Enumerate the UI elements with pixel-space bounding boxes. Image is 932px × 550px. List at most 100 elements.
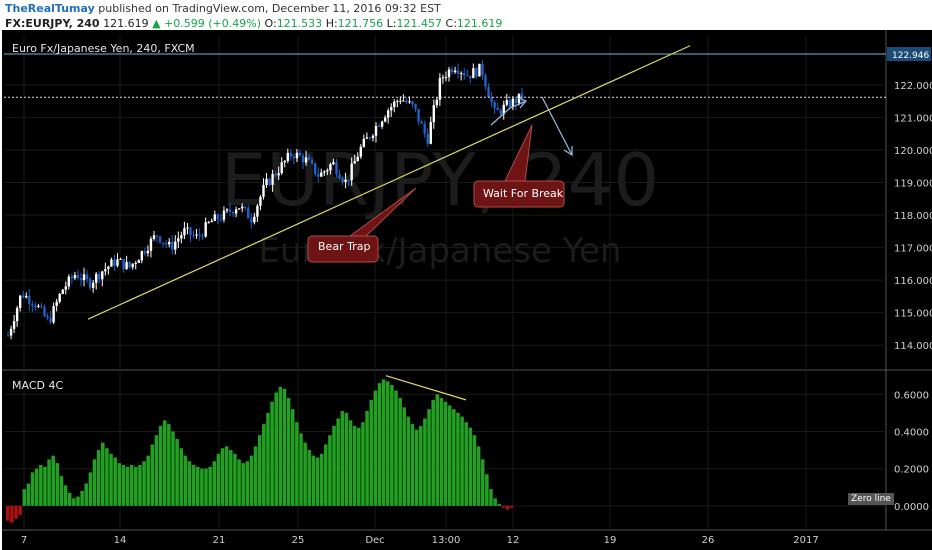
macd-bar <box>340 411 345 506</box>
macd-bar <box>47 459 51 506</box>
candle-body <box>304 157 308 163</box>
candle-body <box>113 259 116 266</box>
macd-tick-label: 0.2000 <box>894 465 929 476</box>
candle-body <box>368 137 372 139</box>
time-tick-label: 26 <box>702 535 715 546</box>
macd-bar <box>249 455 254 506</box>
candle-body <box>244 206 247 208</box>
candle-body <box>140 251 144 261</box>
macd-bar <box>253 446 258 506</box>
candle-body <box>158 236 162 243</box>
candle-body <box>253 216 256 223</box>
down-arrowhead-icon <box>563 146 573 157</box>
author-link[interactable]: TheRealTumay <box>5 2 95 15</box>
macd-bar <box>398 398 402 506</box>
candle-body <box>152 235 156 239</box>
candle-body <box>70 276 74 279</box>
price-tick-label: 122.000 <box>894 81 932 92</box>
macd-bar <box>262 424 266 506</box>
candle-body <box>283 160 286 163</box>
macd-bar <box>84 483 89 506</box>
candle-body <box>435 99 439 106</box>
macd-bar <box>410 424 415 506</box>
candle-body <box>323 171 326 173</box>
macd-bar <box>257 435 262 506</box>
time-tick-label: 7 <box>21 535 27 546</box>
candle-body <box>110 259 113 267</box>
macd-bar <box>125 466 130 506</box>
macd-bar <box>307 450 312 506</box>
macd-bar <box>208 466 212 506</box>
macd-bar <box>476 446 481 506</box>
candle-body <box>134 262 137 264</box>
macd-bar <box>191 464 196 506</box>
macd-bar <box>373 390 378 506</box>
candle-body <box>320 172 323 177</box>
candle-body <box>40 305 43 307</box>
macd-bar <box>154 435 159 506</box>
price-tick-label: 120.000 <box>894 146 932 157</box>
candle-body <box>383 117 387 122</box>
candle-body <box>411 101 414 105</box>
candle-body <box>204 222 207 237</box>
macd-bar <box>290 409 295 506</box>
candle-body <box>380 121 384 127</box>
candle-body <box>271 174 274 185</box>
candle-body <box>396 101 399 103</box>
candle-body <box>149 238 153 251</box>
candle-body <box>146 250 150 254</box>
macd-bar <box>200 468 204 506</box>
macd-bar <box>480 459 485 506</box>
candle-body <box>167 241 171 245</box>
candle-body <box>22 295 25 298</box>
candle-body <box>377 125 381 127</box>
candle-body <box>350 163 353 181</box>
candle-body <box>9 328 13 336</box>
macd-bar <box>121 464 126 506</box>
macd-bar <box>274 392 278 506</box>
macd-bar <box>76 496 80 506</box>
macd-bar <box>369 399 373 506</box>
down-arrow-path <box>541 96 573 156</box>
macd-bar <box>67 492 72 506</box>
candle-body <box>332 162 335 165</box>
candle-body <box>91 282 95 288</box>
macd-bar <box>179 448 183 506</box>
macd-bar <box>167 424 171 506</box>
candle-body <box>64 286 67 290</box>
macd-bar <box>489 489 493 506</box>
macd-bar <box>377 383 382 506</box>
macd-divergence-line <box>385 375 467 401</box>
candle-body <box>61 289 64 294</box>
close-label: C: <box>445 17 457 30</box>
macd-bar <box>134 466 138 506</box>
candle-body <box>353 161 356 164</box>
candle-body <box>73 275 77 279</box>
candle-body <box>356 156 359 162</box>
candle-body <box>240 206 244 209</box>
candle-body <box>344 179 347 182</box>
time-tick-label: Dec <box>365 535 384 546</box>
macd-bar <box>237 459 241 506</box>
candle-body <box>444 77 448 79</box>
candle-body <box>210 220 213 223</box>
candle-body <box>472 68 475 79</box>
macd-bar <box>315 457 320 506</box>
bear-trap-callout <box>307 187 417 263</box>
candle-body <box>277 173 280 176</box>
time-tick-label: 2017 <box>793 535 818 546</box>
candle-body <box>119 258 122 260</box>
macd-bar <box>282 388 287 506</box>
candle-body <box>137 260 140 263</box>
candle-body <box>347 179 350 181</box>
macd-bar <box>129 464 134 506</box>
candle-body <box>505 100 508 105</box>
candle-body <box>55 301 58 306</box>
candle-body <box>37 305 40 307</box>
candle-body <box>414 104 417 109</box>
macd-bar <box>443 401 448 506</box>
candle-body <box>475 68 478 77</box>
macd-bar <box>402 407 407 506</box>
candle-body <box>432 105 435 123</box>
